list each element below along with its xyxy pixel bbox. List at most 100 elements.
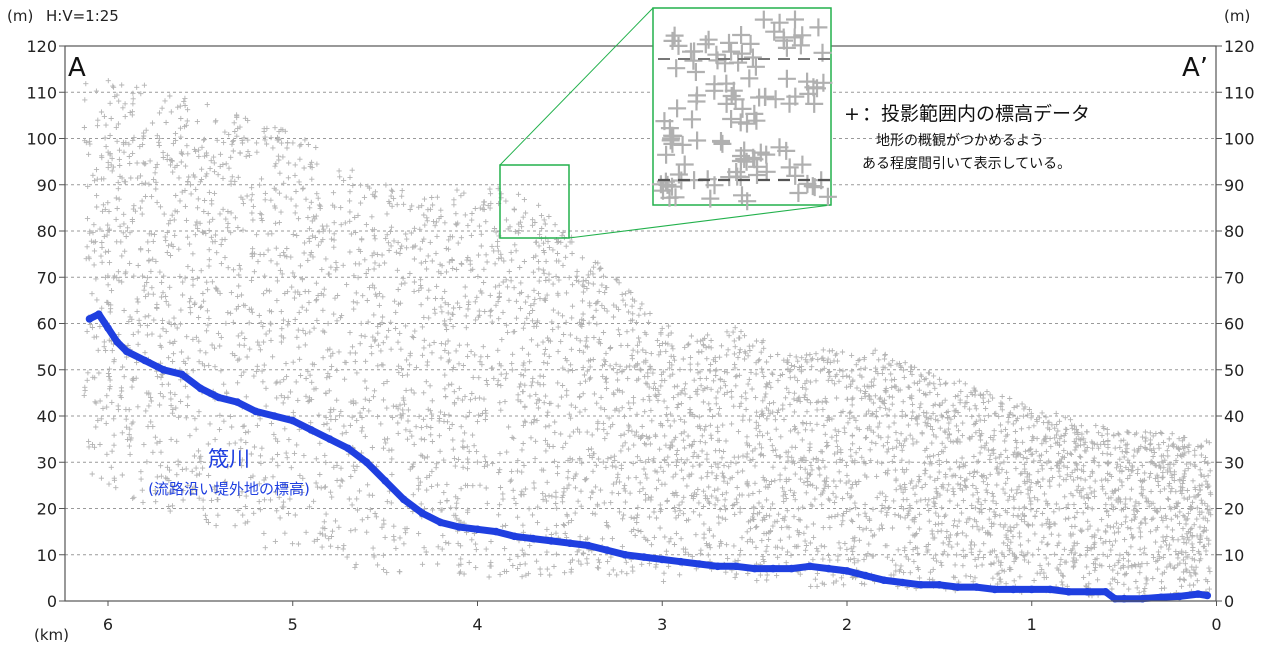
river-point: [141, 356, 149, 365]
y-tick-label-left: 80: [37, 222, 57, 241]
y-tick-label-right: 30: [1224, 453, 1244, 472]
river-point: [750, 564, 759, 573]
y-tick-label-left: 30: [37, 453, 57, 472]
river-point: [1203, 591, 1212, 600]
river-point: [344, 444, 353, 453]
y-tick-label-left: 120: [26, 37, 57, 56]
y-tick-label-right: 100: [1224, 130, 1255, 149]
x-unit: (km): [34, 626, 69, 644]
y-tick-label-left: 40: [37, 407, 57, 426]
river-point: [658, 555, 666, 564]
inset-magnified-points: [651, 10, 837, 211]
river-point: [252, 407, 260, 416]
river-point: [787, 564, 796, 573]
river-point: [917, 581, 925, 589]
river-point: [824, 564, 833, 573]
river-point: [1101, 588, 1110, 596]
river-point: [584, 541, 593, 550]
y-tick-label-left: 100: [26, 130, 57, 149]
legend-marker: +: [844, 103, 860, 125]
inset-point-marks: [651, 10, 837, 211]
x-tick-label: 5: [288, 615, 298, 634]
river-point: [362, 458, 371, 467]
river-point: [529, 534, 537, 543]
river-point: [769, 564, 777, 573]
y-unit-right: (m): [1224, 7, 1250, 25]
river-point: [1009, 585, 1018, 594]
y-tick-label-right: 80: [1224, 222, 1244, 241]
river-point: [1157, 593, 1165, 602]
y-tick-label-right: 10: [1224, 546, 1244, 565]
inset-source-box: [499, 164, 570, 239]
start-label: A: [68, 53, 86, 83]
river-point: [307, 426, 316, 434]
y-tick-label-right: 40: [1224, 407, 1244, 426]
river-point: [1046, 585, 1054, 594]
river-point: [1064, 588, 1073, 596]
river-point: [270, 412, 279, 420]
river-point: [898, 578, 907, 587]
river-point: [122, 347, 131, 356]
inset-connector-top: [499, 7, 654, 166]
y-tick-label-left: 20: [37, 500, 57, 519]
river-point: [843, 567, 851, 575]
river-point: [621, 551, 630, 559]
river-point: [1175, 592, 1184, 601]
river-point: [178, 370, 186, 379]
x-tick-label: 2: [842, 615, 852, 634]
river-point: [972, 583, 981, 591]
x-tick-labels: 6 5 4 3 2 1 0: [103, 601, 1222, 634]
river-point: [473, 525, 482, 534]
river-point: [492, 527, 500, 536]
y-tick-labels: 0 0 10 10 20 20 30 30 40 40 50 50 60 60 70 70 80 80 90 90 10…: [26, 37, 1254, 611]
river-point: [1194, 590, 1202, 598]
river-point: [1027, 585, 1036, 594]
river-point: [436, 518, 445, 527]
river-point: [113, 338, 121, 346]
magnified-inset: [499, 7, 837, 239]
river-point: [418, 509, 426, 517]
river-point: [510, 532, 519, 541]
river-point: [806, 562, 814, 571]
river-point: [732, 562, 740, 571]
river-point: [991, 585, 999, 594]
river-point: [325, 435, 334, 443]
y-tick-label-right: 70: [1224, 268, 1244, 287]
river-point: [861, 571, 870, 580]
river-detail: (流路沿い堤外地の標高): [148, 480, 310, 498]
river-point: [880, 576, 888, 584]
river-point: [954, 583, 962, 591]
y-tick-label-right: 90: [1224, 176, 1244, 195]
x-tick-label: 1: [1027, 615, 1037, 634]
y-tick-label-left: 110: [26, 83, 57, 102]
river-name: 筬川: [208, 447, 250, 471]
x-tick-label: 3: [657, 615, 667, 634]
river-point: [215, 393, 223, 402]
river-point: [104, 324, 112, 332]
river-point: [233, 398, 242, 406]
river-point: [695, 560, 703, 568]
end-label: A’: [1182, 53, 1208, 83]
scale-note: H:V=1:25: [46, 7, 119, 25]
river-point: [603, 546, 611, 554]
river-point: [935, 581, 944, 589]
y-tick-label-left: 0: [47, 592, 57, 611]
y-tick-label-right: 110: [1224, 83, 1255, 102]
river-point: [455, 523, 463, 531]
terrain-elevation-points: [81, 78, 1214, 599]
terrain-point-marks: [81, 78, 1214, 599]
river-point: [547, 537, 556, 545]
y-tick-label-right: 20: [1224, 500, 1244, 519]
x-tick-label: 6: [103, 615, 113, 634]
river-point: [159, 366, 168, 374]
legend-line-2: 地形の概観がつかめるよう: [876, 132, 1044, 149]
river-point: [1083, 588, 1091, 596]
y-unit-left: (m): [7, 7, 33, 25]
y-tick-label-left: 90: [37, 176, 57, 195]
y-tick-label-right: 0: [1224, 592, 1234, 611]
river-point: [713, 562, 722, 571]
river-point: [381, 477, 389, 485]
y-tick-label-right: 50: [1224, 361, 1244, 380]
legend-line-3: ある程度間引いて表示している。: [862, 156, 1071, 172]
